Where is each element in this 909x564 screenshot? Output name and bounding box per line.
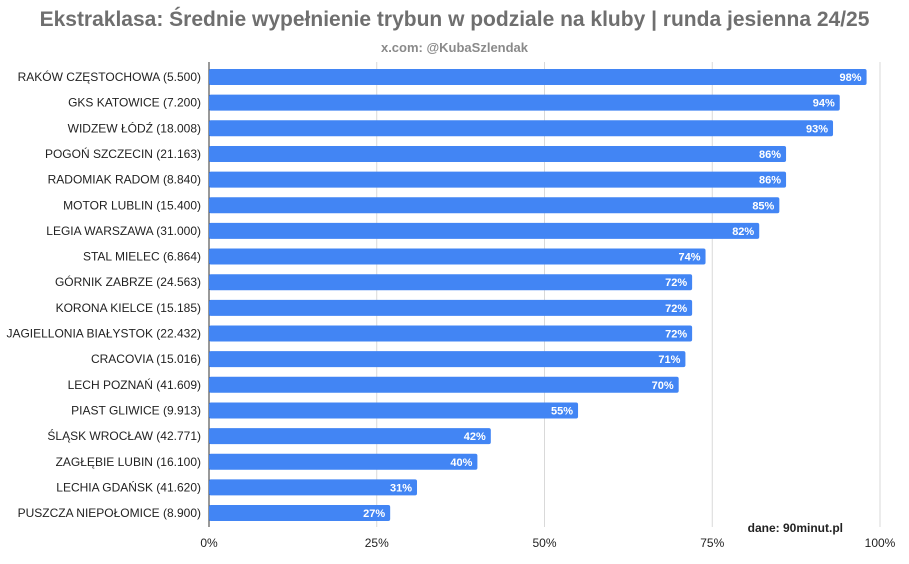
- bar-value-label: 31%: [390, 482, 412, 494]
- x-tick-label: 0%: [200, 536, 218, 550]
- category-label: STAL MIELEC (6.864): [83, 250, 201, 264]
- bar: [209, 402, 579, 419]
- bar-value-label: 72%: [665, 329, 687, 341]
- category-label: JAGIELLONIA BIAŁYSTOK (22.432): [6, 327, 201, 341]
- bar-value-label: 86%: [759, 149, 781, 161]
- x-tick-label: 50%: [532, 536, 556, 550]
- bar: [209, 222, 760, 239]
- data-source-note: dane: 90minut.pl: [747, 521, 843, 535]
- x-axis-ticks: 0% 25% 50% 75% 100%: [200, 536, 895, 550]
- category-label: ZAGŁĘBIE LUBIN (16.100): [56, 455, 201, 469]
- bar: [209, 197, 780, 214]
- category-label: RAKÓW CZĘSTOCHOWA (5.500): [18, 69, 201, 84]
- chart-title: Ekstraklasa: Średnie wypełnienie trybun …: [39, 8, 870, 31]
- bar: [209, 299, 693, 316]
- bar: [209, 351, 686, 368]
- x-tick-label: 100%: [865, 536, 896, 550]
- bar-value-label: 70%: [652, 380, 674, 392]
- bar: [209, 505, 391, 522]
- bar: [209, 248, 706, 265]
- category-label: LEGIA WARSZAWA (31.000): [46, 224, 201, 238]
- bar: [209, 325, 693, 342]
- category-label: CRACOVIA (15.016): [91, 352, 201, 366]
- category-label: LECH POZNAŃ (41.609): [68, 377, 201, 392]
- bar-value-label: 40%: [450, 457, 472, 469]
- bar-value-label: 71%: [658, 354, 680, 366]
- bar-value-label: 42%: [464, 431, 486, 443]
- bar: [209, 453, 478, 470]
- bar: [209, 274, 693, 291]
- x-tick-label: 75%: [700, 536, 724, 550]
- bar: [209, 171, 787, 188]
- category-label: RADOMIAK RADOM (8.840): [48, 173, 201, 187]
- bar: [209, 69, 867, 85]
- gridlines: [208, 62, 881, 527]
- x-tick-label: 25%: [365, 536, 389, 550]
- bar: [209, 94, 840, 111]
- bar: [209, 376, 679, 393]
- bar-value-label: 27%: [363, 508, 385, 520]
- category-label: KORONA KIELCE (15.185): [56, 301, 201, 315]
- bar-value-label: 85%: [752, 200, 774, 212]
- category-label: GKS KATOWICE (7.200): [68, 96, 201, 110]
- category-label: GÓRNIK ZABRZE (24.563): [55, 274, 201, 289]
- category-label: PUSZCZA NIEPOŁOMICE (8.900): [18, 506, 201, 520]
- category-label: ŚLĄSK WROCŁAW (42.771): [47, 428, 201, 443]
- bar-value-label: 93%: [806, 123, 828, 135]
- category-labels: RAKÓW CZĘSTOCHOWA (5.500) GKS KATOWICE (7…: [6, 69, 201, 520]
- bar-value-label: 94%: [813, 98, 835, 110]
- category-label: LECHIA GDAŃSK (41.620): [56, 479, 201, 494]
- chart-subtitle: x.com: @KubaSzlendak: [380, 40, 529, 55]
- bar-value-label: 86%: [759, 175, 781, 187]
- bar-value-label: 82%: [732, 226, 754, 238]
- category-label: WIDZEW ŁÓDŹ (18.008): [68, 120, 201, 135]
- category-label: PIAST GLIWICE (9.913): [71, 403, 201, 417]
- category-label: POGOŃ SZCZECIN (21.163): [45, 146, 201, 161]
- bar-value-label: 72%: [665, 303, 687, 315]
- bar-value-label: 74%: [679, 252, 701, 264]
- category-label: MOTOR LUBLIN (15.400): [63, 198, 201, 212]
- bar-value-label: 55%: [551, 405, 573, 417]
- bar-value-label: 98%: [840, 72, 862, 84]
- bar: [209, 120, 834, 137]
- bar: [209, 428, 491, 445]
- bar: [209, 145, 787, 162]
- bar-value-label: 72%: [665, 277, 687, 289]
- bar: [209, 479, 418, 496]
- bars: 98% 94% 93% 86% 86% 85% 82% 74% 72% 72% 72% 71% 70% 5…: [209, 69, 867, 522]
